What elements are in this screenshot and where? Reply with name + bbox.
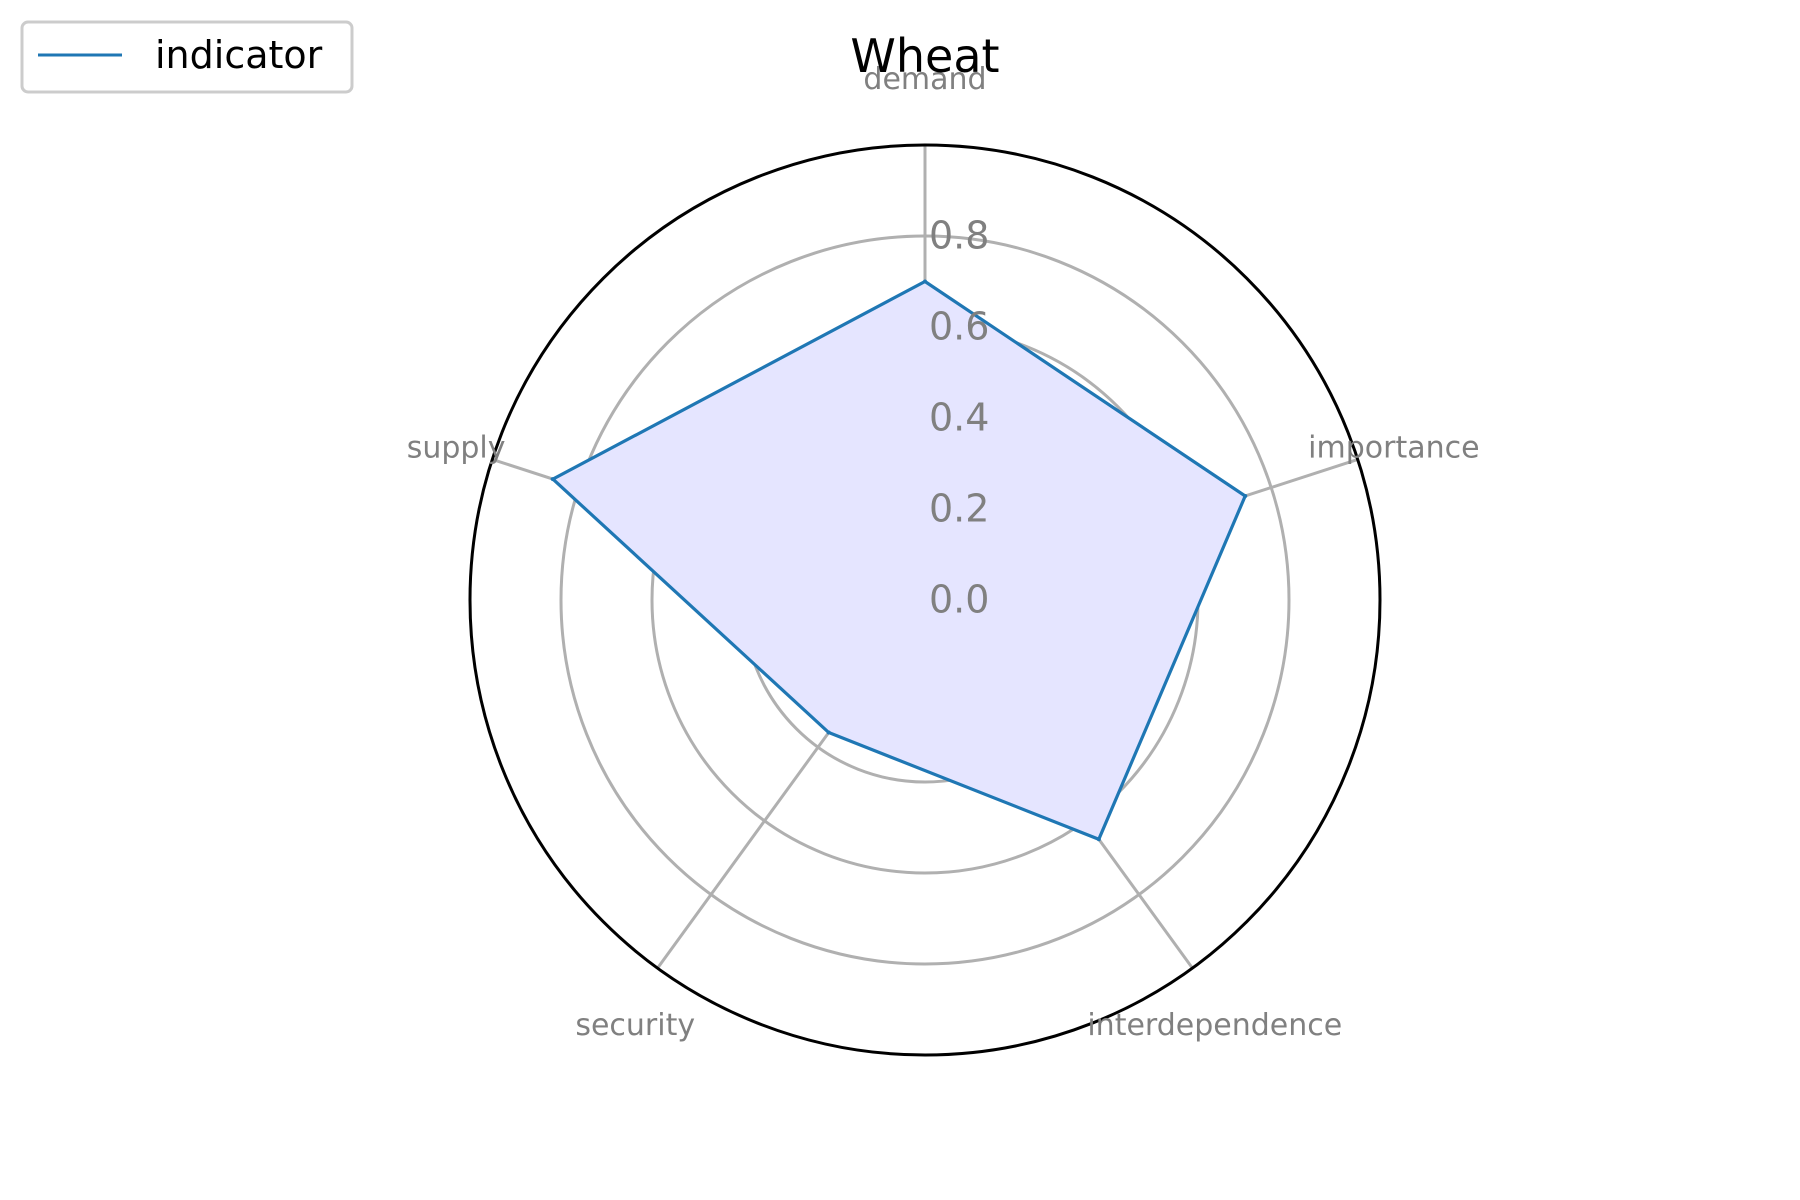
axis-label-interdependence: interdependence (1087, 1008, 1342, 1043)
data-point-demand (923, 279, 927, 284)
r-tick-label: 0.4 (929, 396, 989, 440)
axis-label-demand: demand (863, 62, 986, 97)
axis-label-supply: supply (407, 431, 506, 466)
r-tick-label: 0.8 (929, 214, 989, 258)
data-point-security (826, 730, 831, 735)
label-layer: 0.0 0.2 0.4 0.6 0.8 demand importance interdepe… (407, 62, 1480, 1043)
axis-label-importance: importance (1308, 431, 1479, 466)
series-fill-indicator (552, 281, 1246, 840)
data-point-importance (1243, 493, 1248, 498)
chart-title: Wheat (850, 29, 999, 83)
r-tick-label: 0.2 (929, 487, 989, 531)
series-line-indicator (550, 279, 1248, 842)
series-layer (550, 279, 1248, 842)
legend-label-indicator: indicator (155, 33, 323, 77)
data-point-supply (550, 477, 555, 482)
data-point-interdependence (1096, 837, 1101, 842)
axis-label-security: security (575, 1008, 695, 1043)
legend: indicator (20, 20, 354, 94)
polar-frame (468, 143, 1382, 1057)
legend-frame (20, 20, 354, 94)
r-tick-label: 0.0 (929, 578, 989, 622)
r-tick-label: 0.6 (929, 305, 989, 349)
